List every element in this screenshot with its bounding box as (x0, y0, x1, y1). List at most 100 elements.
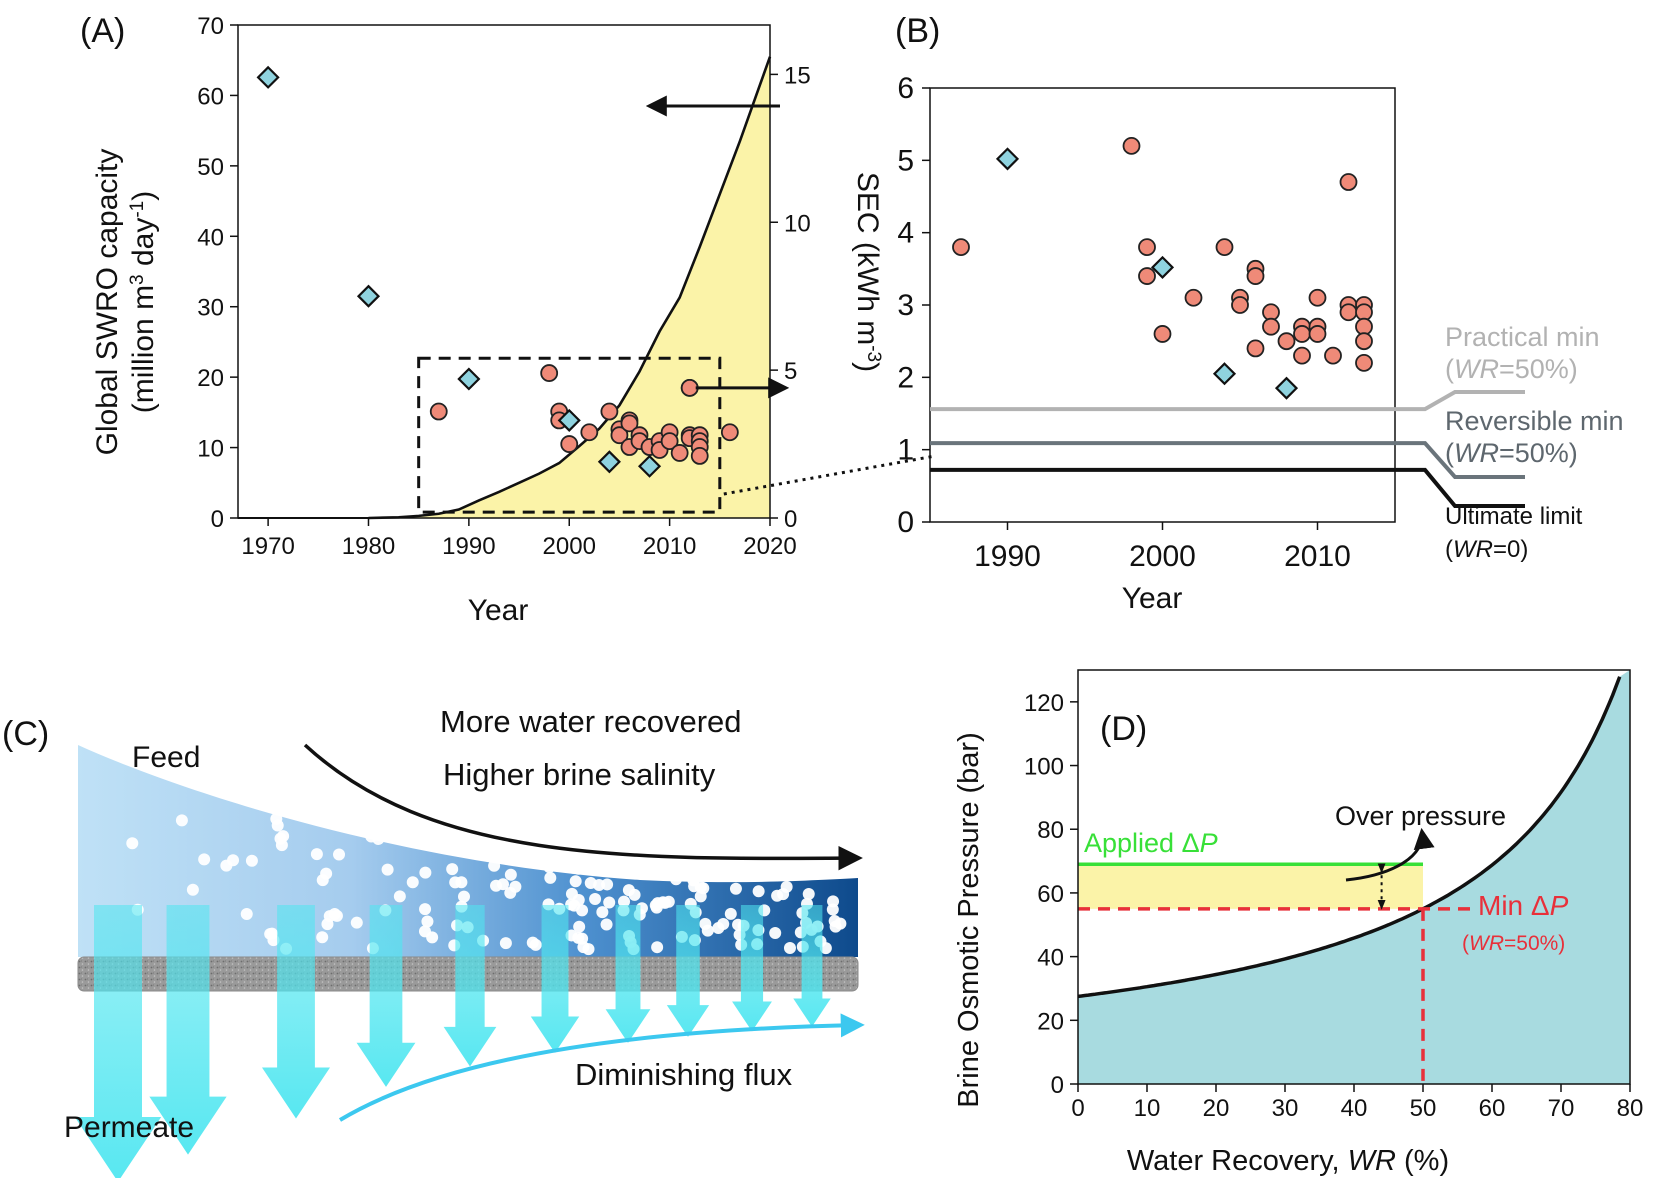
practical-min-sub: (WR=50%) (1445, 354, 1578, 384)
sec-point-circle (1138, 267, 1156, 285)
panel-a-chart: (A) 1970 1980 1990 2000 2010 2020010203040506… (80, 12, 936, 627)
salt-particle (771, 889, 784, 902)
sec-point-circle (1355, 332, 1373, 351)
panel-d-label: (D) (1100, 710, 1147, 748)
salt-particle (589, 892, 602, 905)
x-tick-label: 10 (1134, 1095, 1161, 1122)
salt-particle (598, 862, 611, 875)
y-right-tick-label: 10 (784, 210, 811, 237)
sec-point-diamond (995, 147, 1020, 171)
sec-point-circle (1293, 346, 1311, 365)
salt-particle (724, 907, 737, 920)
salt-particle (697, 882, 710, 895)
x-tick-label: 20 (1203, 1095, 1230, 1122)
min-dp-sub: (WR=50%) (1462, 932, 1565, 955)
sec-point-diamond (557, 408, 581, 432)
y-left-tick-label: 40 (197, 224, 224, 251)
panel-d-x-label: Water Recovery, WR (%) (1127, 1145, 1449, 1177)
salt-particle (455, 876, 468, 889)
sec-point-circle (1324, 346, 1342, 365)
sec-point-diamond (1150, 255, 1175, 279)
sec-point-circle (1308, 325, 1327, 343)
salt-particle (603, 896, 616, 909)
sec-point-circle (1184, 288, 1203, 307)
y-tick-label: 3 (897, 289, 914, 322)
salt-particle (701, 924, 714, 937)
inset-box (417, 356, 722, 514)
sec-point-circle (1355, 353, 1373, 372)
higher-brine-label: Higher brine salinity (443, 757, 716, 792)
sec-point-circle (1277, 332, 1296, 351)
salt-particle (126, 837, 139, 850)
salt-particle (526, 936, 539, 949)
sec-point-circle (1308, 288, 1327, 307)
x-tick-label: 1980 (342, 533, 395, 560)
y-left-tick-label: 0 (211, 506, 224, 533)
more-water-label: More water recovered (440, 704, 742, 739)
y-tick-label: 100 (1024, 754, 1064, 781)
sec-point-circle (690, 446, 709, 465)
y-left-tick-label: 20 (197, 365, 224, 392)
permeate-arrow (793, 905, 831, 1027)
sec-point-diamond (457, 367, 481, 391)
y-tick-label: 0 (897, 506, 914, 539)
salt-particle (622, 884, 635, 897)
capacity-area (368, 56, 770, 518)
salt-particle (769, 926, 782, 939)
salt-particle (277, 830, 290, 843)
salt-particle (328, 907, 341, 920)
y-tick-label: 40 (1037, 945, 1064, 972)
salt-particle (651, 941, 664, 954)
salt-particle (419, 866, 432, 879)
x-tick-label: 2010 (1284, 540, 1351, 573)
x-tick-label: 80 (1617, 1095, 1644, 1122)
panel-a-y-right-label: SEC (kWh m-3) (851, 172, 885, 372)
sec-point-circle (610, 426, 629, 445)
salt-particle (688, 880, 701, 893)
panel-d-y-label: Brine Osmotic Pressure (bar) (953, 732, 985, 1108)
x-tick-label: 2010 (643, 533, 696, 560)
salt-particle (483, 845, 496, 858)
salt-particle (316, 931, 329, 944)
limit-line (930, 441, 1525, 479)
permeate-arrow (74, 905, 162, 1178)
panel-a-y-left-label: Global SWRO capacity (91, 149, 124, 456)
sec-point-diamond (1212, 362, 1237, 386)
y-left-tick-label: 10 (197, 436, 224, 463)
sec-point-circle (600, 402, 619, 421)
salt-particle (573, 920, 586, 933)
salt-particle (504, 868, 517, 881)
x-tick-label: 2000 (1129, 540, 1196, 573)
permeate-arrow (605, 905, 651, 1043)
salt-particle (783, 941, 796, 954)
permeate-arrow (356, 905, 416, 1087)
salt-particle (457, 890, 470, 903)
sec-point-diamond (637, 454, 662, 478)
salt-particle (264, 927, 277, 940)
salt-particle (752, 885, 765, 898)
salt-particle (596, 906, 609, 919)
reversible-min-label: Reversible min (1445, 406, 1624, 436)
salt-particle (271, 819, 284, 832)
x-tick-label: 2000 (543, 533, 596, 560)
panel-b-x-label: Year (1122, 582, 1183, 615)
salt-particle (582, 943, 595, 956)
panel-a-label: (A) (80, 12, 125, 50)
inset-connector (723, 454, 936, 496)
salt-particle (393, 890, 406, 903)
sec-point-circle (952, 238, 970, 257)
over-pressure-pointer (1345, 827, 1435, 882)
sec-point-circle (1153, 325, 1172, 343)
over-pressure-label: Over pressure (1335, 801, 1506, 831)
feed-label: Feed (132, 741, 200, 774)
salt-particle (534, 852, 547, 865)
salt-particle (497, 878, 510, 891)
salt-particle (565, 887, 578, 900)
y-tick-label: 80 (1037, 817, 1064, 844)
panel-d-chart: (D) 0 10 20 30 40 50 60 70 80 0 20 40 60 80 100 120 App… (953, 669, 1644, 1177)
panel-a-x-label: Year (468, 594, 529, 627)
salt-particle (275, 839, 288, 852)
x-tick-label: 0 (1071, 1095, 1084, 1122)
permeate-label: Permeate (64, 1111, 194, 1144)
